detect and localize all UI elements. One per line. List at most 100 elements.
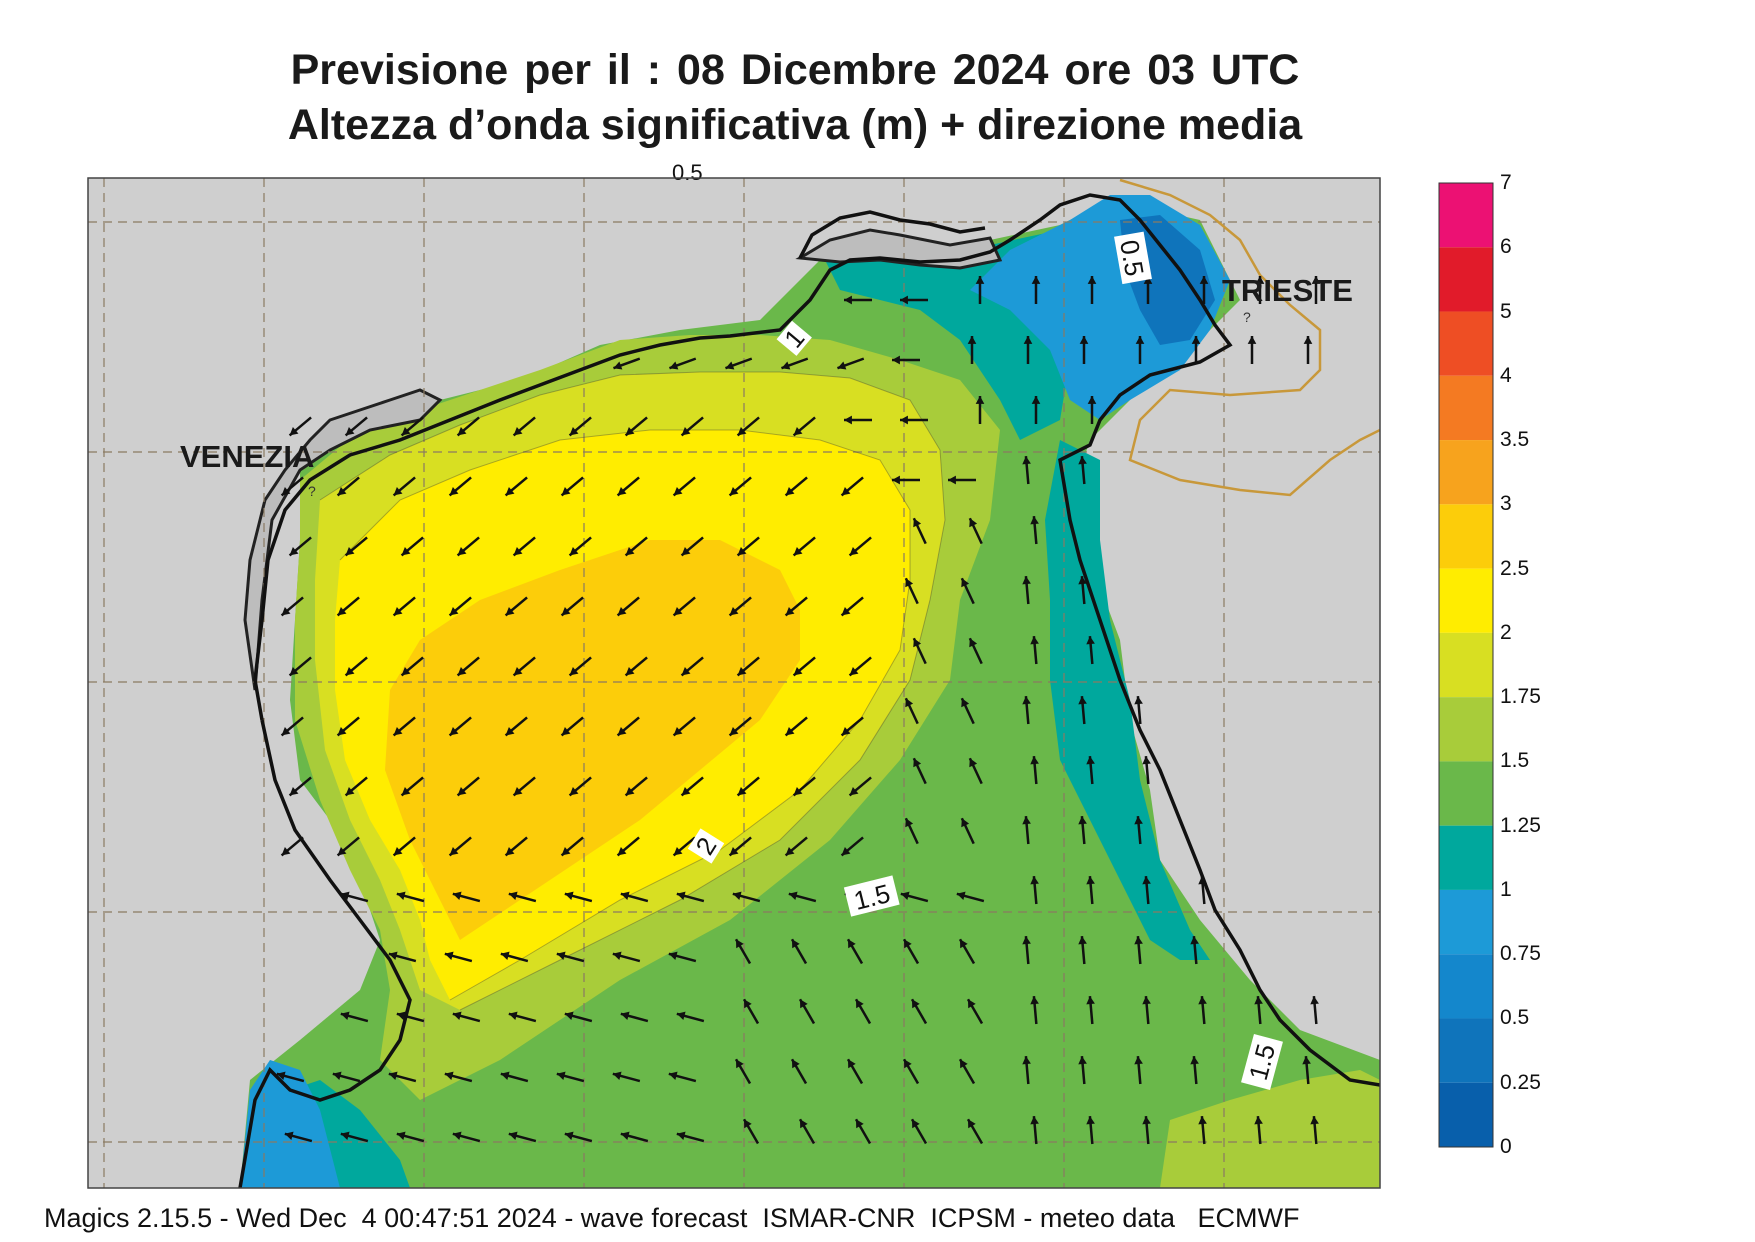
direction-arrow-head: [452, 1011, 462, 1021]
direction-arrow-head: [340, 891, 350, 901]
direction-arrow-head: [1190, 1056, 1199, 1065]
direction-arrow-head: [625, 667, 635, 676]
direction-arrow-head: [737, 547, 747, 556]
direction-arrow-head: [1023, 336, 1033, 344]
direction-arrow-head: [1079, 336, 1089, 344]
direction-arrow-head: [281, 487, 291, 496]
direction-arrow-head: [452, 891, 462, 901]
direction-arrow-head: [513, 547, 523, 556]
direction-arrow-head: [617, 727, 627, 736]
direction-arrow-head: [1031, 276, 1041, 284]
direction-arrow-head: [401, 427, 411, 436]
direction-arrow-head: [612, 951, 622, 961]
direction-arrow-head: [792, 1059, 800, 1069]
direction-arrow-head: [800, 999, 808, 1009]
direction-arrow-head: [785, 847, 795, 856]
direction-arrow-head: [625, 427, 635, 436]
direction-arrow-head: [396, 891, 406, 901]
direction-arrow-head: [725, 361, 735, 370]
direction-arrow-head: [289, 667, 299, 676]
direction-arrow-head: [617, 607, 627, 616]
direction-arrow-head: [785, 607, 795, 616]
direction-arrow-head: [673, 847, 683, 856]
direction-arrow-head: [332, 1071, 342, 1081]
direction-arrow-head: [1302, 1056, 1311, 1065]
direction-arrow-head: [1030, 1116, 1039, 1125]
direction-arrow-head: [912, 1119, 920, 1129]
direction-arrow-head: [841, 487, 851, 496]
direction-arrow-head: [449, 727, 459, 736]
direction-arrow-head: [1086, 876, 1095, 885]
direction-arrow-head: [1142, 1116, 1151, 1125]
direction-arrow-head: [673, 487, 683, 496]
legend-level-label: 7: [1500, 171, 1512, 194]
direction-arrow-head: [969, 758, 978, 768]
wave-band-se: [1160, 1070, 1380, 1188]
direction-arrow-head: [781, 361, 791, 370]
direction-arrow-head: [289, 427, 299, 436]
direction-arrow-head: [513, 427, 523, 436]
direction-arrow-head: [569, 667, 579, 676]
direction-arrow-head: [556, 951, 566, 961]
direction-arrow-head: [793, 787, 803, 796]
direction-arrow-head: [340, 1011, 350, 1021]
direction-arrow-head: [961, 698, 970, 708]
legend-border: [1438, 182, 1494, 1148]
direction-arrow-head: [564, 1011, 574, 1021]
direction-arrow-head: [676, 1011, 686, 1021]
direction-arrow-head: [1198, 1116, 1207, 1125]
legend-swatch: [1439, 1082, 1493, 1147]
direction-arrow-head: [569, 427, 579, 436]
direction-arrow-head: [276, 1071, 286, 1081]
legend-level-label: 3.5: [1500, 428, 1530, 452]
direction-arrow-head: [500, 951, 510, 961]
direction-arrow-head: [556, 1071, 566, 1081]
direction-arrow-head: [284, 1131, 294, 1141]
direction-arrow-head: [1254, 1116, 1263, 1125]
direction-arrow-head: [1078, 696, 1087, 705]
direction-arrow-head: [617, 847, 627, 856]
direction-arrow-head: [969, 518, 978, 528]
direction-arrow-head: [785, 487, 795, 496]
direction-arrow-head: [905, 578, 914, 588]
direction-arrow-head: [345, 427, 355, 436]
legend-level-label: 0.25: [1500, 1070, 1541, 1094]
direction-arrow-head: [1030, 516, 1039, 525]
direction-arrow-head: [569, 547, 579, 556]
direction-arrow-head: [564, 1131, 574, 1141]
direction-arrow-head: [452, 1131, 462, 1141]
city-label-venezia: VENEZIA: [180, 439, 314, 474]
direction-arrow-head: [457, 787, 467, 796]
direction-arrow-head: [457, 427, 467, 436]
direction-arrow-head: [948, 475, 956, 485]
legend-swatch: [1439, 375, 1493, 441]
direction-arrow-head: [732, 891, 742, 901]
direction-arrow-head: [1022, 936, 1031, 945]
direction-arrow-head: [620, 1131, 630, 1141]
direction-arrow-head: [1134, 936, 1143, 945]
direction-arrow-head: [513, 667, 523, 676]
legend-swatch: [1439, 440, 1493, 505]
direction-arrow-head: [905, 818, 914, 828]
direction-arrow-head: [681, 667, 691, 676]
legend-level-label: 5: [1500, 299, 1512, 323]
direction-arrow-head: [1030, 756, 1039, 765]
direction-arrow-head: [960, 1059, 968, 1069]
direction-arrow-head: [617, 487, 627, 496]
direction-arrow-head: [1134, 816, 1143, 825]
direction-arrow-head: [849, 667, 859, 676]
legend-level-label: 3: [1500, 492, 1512, 516]
map-variable-title: Altezza d’onda significativa (m) + direz…: [287, 101, 1303, 149]
direction-arrow-head: [975, 276, 985, 284]
direction-arrow-head: [444, 951, 454, 961]
direction-arrow-head: [681, 427, 691, 436]
direction-arrow-head: [1198, 996, 1207, 1005]
direction-arrow-head: [393, 487, 403, 496]
direction-arrow-head: [449, 487, 459, 496]
direction-arrow-head: [969, 638, 978, 648]
direction-arrow-head: [912, 999, 920, 1009]
legend-swatch: [1439, 632, 1493, 698]
direction-arrow-head: [744, 1119, 752, 1129]
city-label-trieste: TRIESTE: [1222, 273, 1353, 308]
legend-level-label: 1.25: [1500, 813, 1541, 837]
